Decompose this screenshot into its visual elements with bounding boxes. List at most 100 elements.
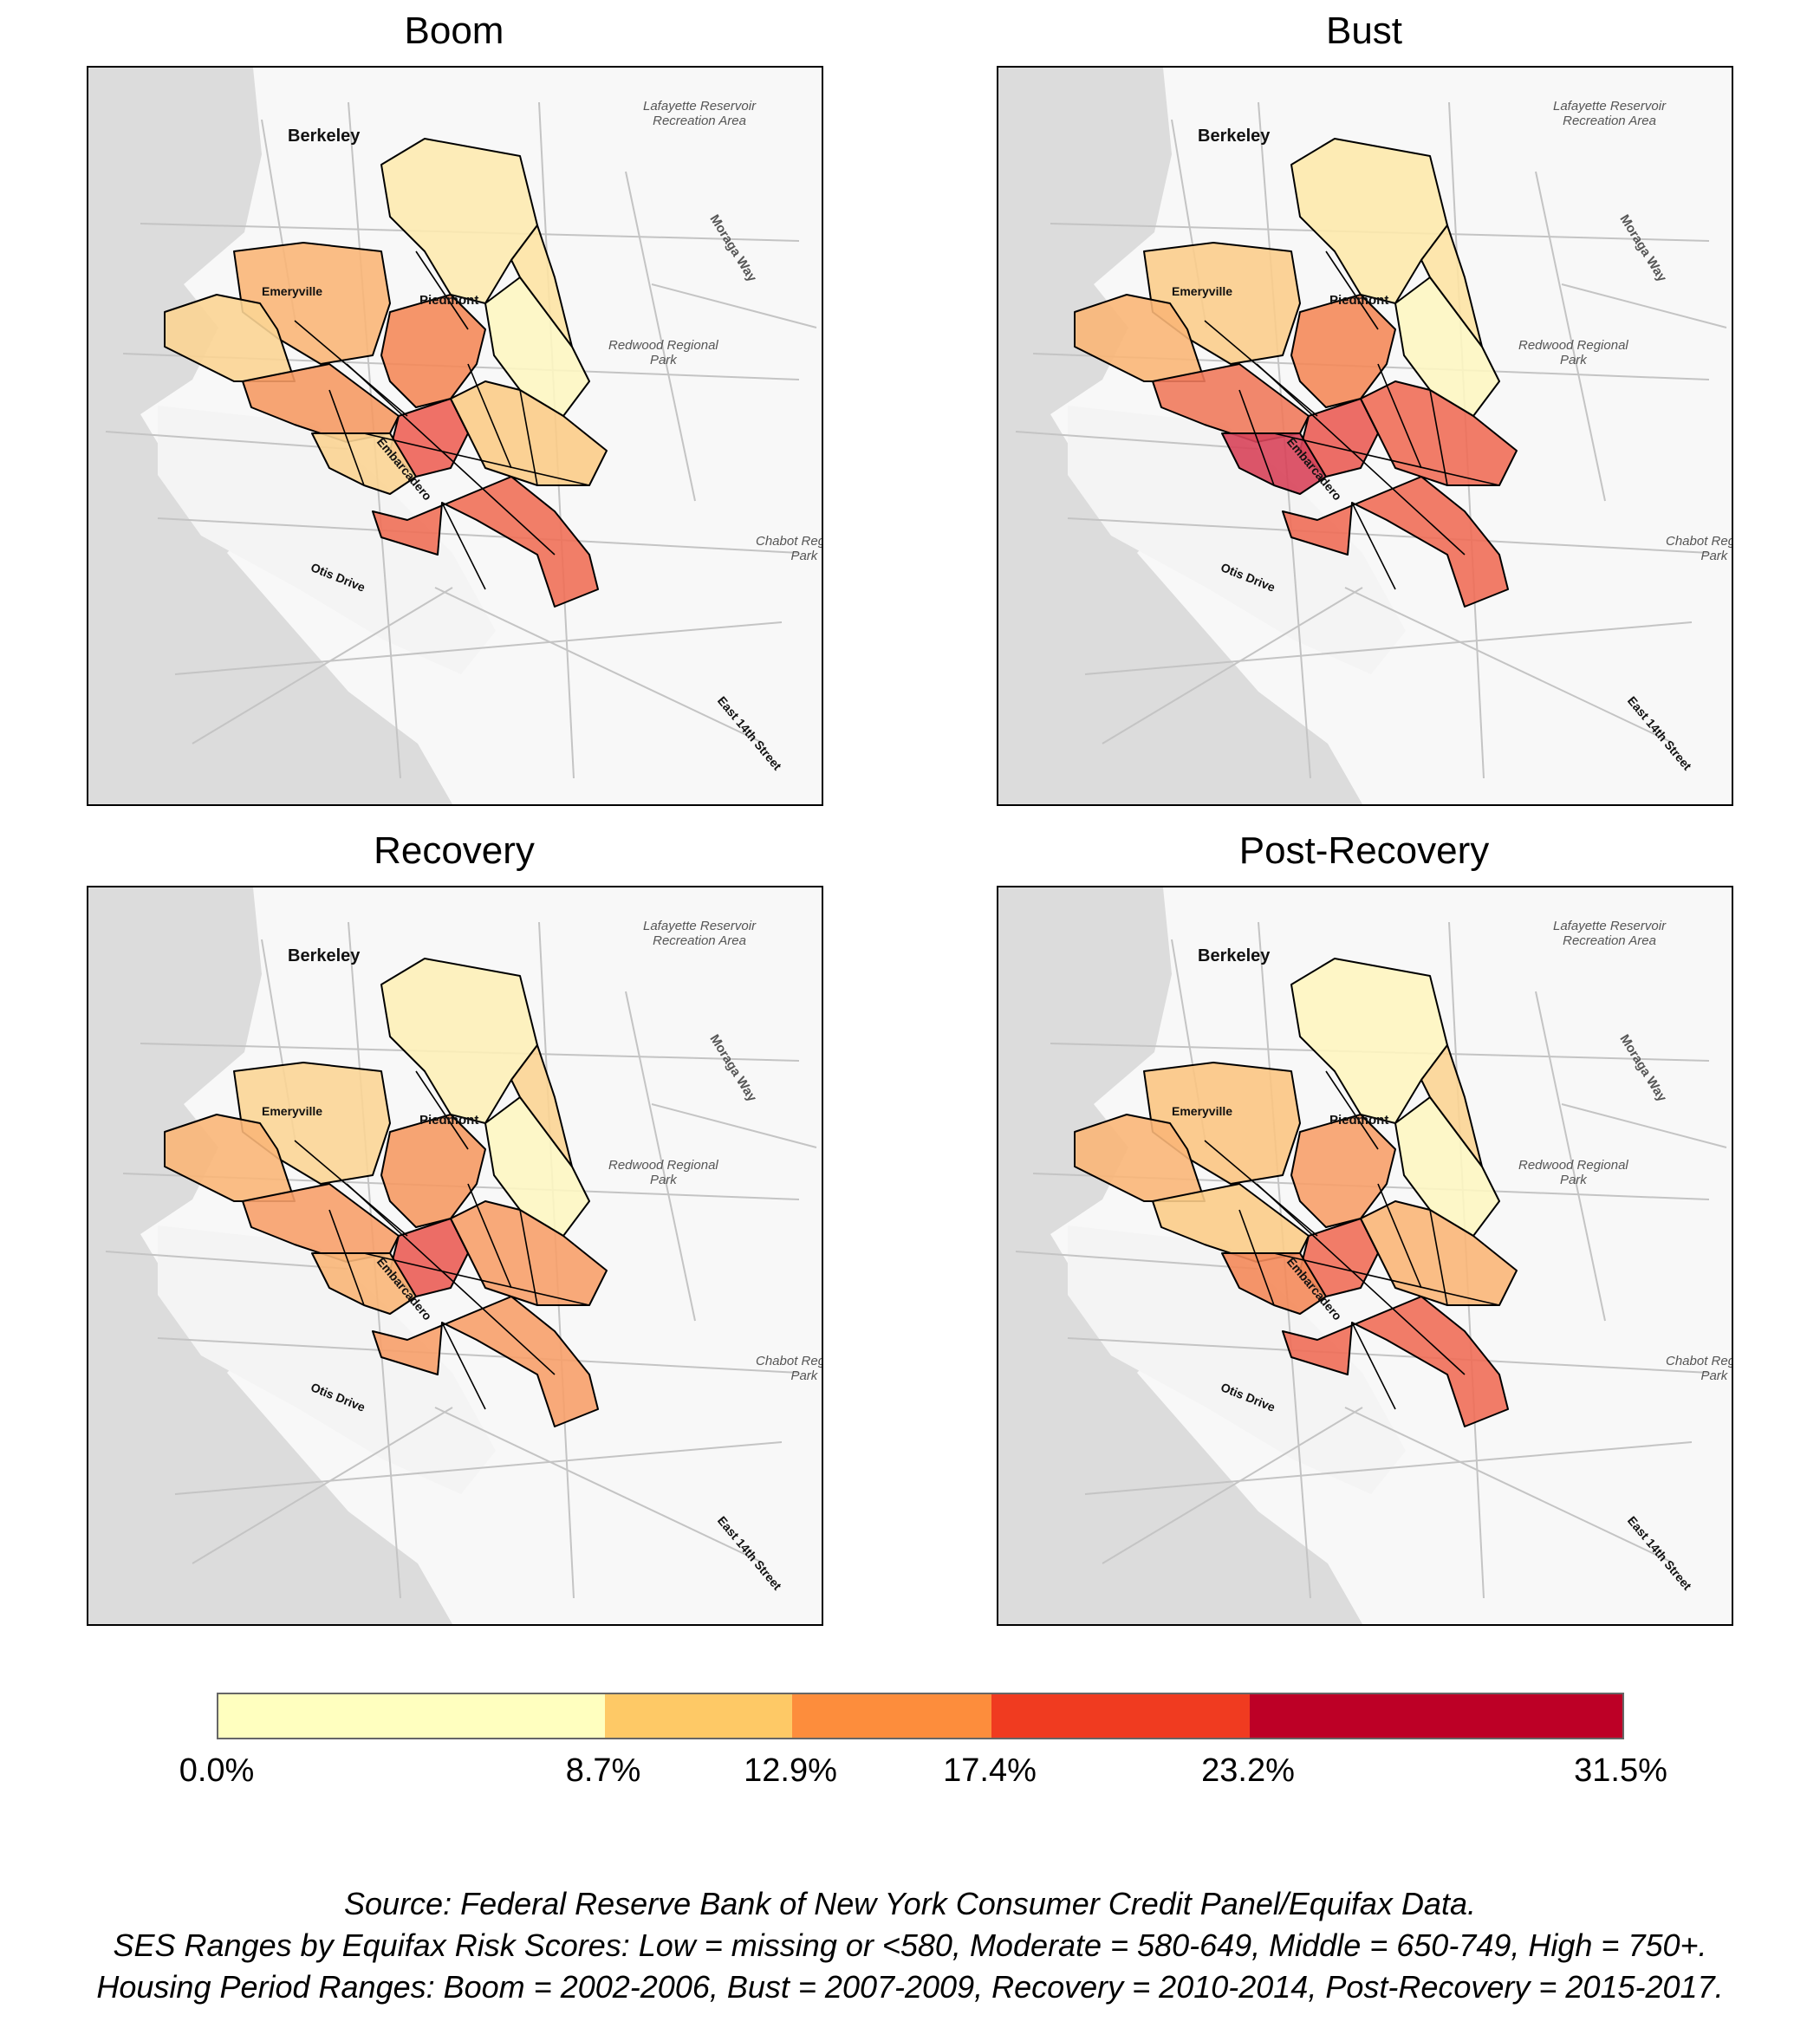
tract-boundary <box>1351 1322 1396 1410</box>
map-label-lafayette: Lafayette Reservoir Recreation Area <box>643 919 757 948</box>
tract-region <box>311 1252 417 1315</box>
map-svg <box>1015 887 1732 1624</box>
legend-tick: 23.2% <box>1201 1752 1295 1789</box>
tract-region <box>1282 476 1509 608</box>
legend-tick: 31.5% <box>1574 1752 1667 1789</box>
street-line <box>625 991 696 1322</box>
street-line <box>192 587 453 744</box>
tract-boundary <box>346 1183 556 1375</box>
street-line <box>1015 431 1259 450</box>
map-label-piedmont: Piedmont <box>419 1113 479 1128</box>
tract-boundary <box>1351 502 1396 590</box>
panel-title: Bust <box>1325 10 1403 52</box>
map-label-berkeley: Berkeley <box>1198 946 1271 965</box>
map-svg <box>1015 68 1732 804</box>
tract-boundary <box>1325 250 1379 330</box>
street-line <box>192 1407 453 1564</box>
tract-boundary <box>415 250 469 330</box>
tract-region <box>510 224 573 348</box>
legend-segment <box>218 1694 605 1738</box>
tract-boundary <box>363 1252 590 1306</box>
legend-segment <box>991 1694 1250 1738</box>
tract-region <box>1360 380 1518 486</box>
tract-region <box>1420 224 1483 348</box>
tract-region <box>510 1044 573 1167</box>
legend-segment <box>605 1694 792 1738</box>
tract-boundary <box>415 1070 469 1150</box>
choropleth-regions <box>164 958 608 1427</box>
tract-boundary <box>294 1140 408 1237</box>
panel-title: Recovery <box>374 829 535 872</box>
street-line <box>1015 1251 1259 1270</box>
map-svg <box>105 68 822 804</box>
tract-region <box>372 1296 599 1427</box>
map-label-redwood: Redwood Regional Park <box>608 338 718 367</box>
map-label-lafayette: Lafayette Reservoir Recreation Area <box>1553 919 1667 948</box>
map-label-emeryville: Emeryville <box>262 284 323 298</box>
tract-boundary <box>346 363 556 556</box>
tract-boundary <box>1256 1183 1466 1375</box>
choropleth-regions <box>164 138 608 608</box>
tract-boundary <box>1377 1183 1422 1289</box>
tract-region <box>311 432 417 495</box>
tract-boundary <box>1325 1070 1379 1150</box>
housing-period-note: Housing Period Ranges: Boom = 2002-2006,… <box>96 1969 1724 2005</box>
map-label-emeryville: Emeryville <box>1172 284 1233 298</box>
street-line <box>651 283 817 328</box>
map-label-lafayette: Lafayette Reservoir Recreation Area <box>1553 99 1667 128</box>
street-line <box>174 621 783 675</box>
map-svg <box>105 887 822 1624</box>
map-frame: Berkeley Piedmont Lafayette Reservoir Recr… <box>87 66 823 806</box>
source-note: Source: Federal Reserve Bank of New York… <box>344 1886 1476 1921</box>
tract-boundary <box>467 363 512 469</box>
street-line <box>157 1337 800 1374</box>
map-label-cabot: Chabot Regional Park <box>1666 534 1732 563</box>
panel-title: Boom <box>404 10 504 52</box>
street-line <box>174 1441 783 1495</box>
tract-boundary <box>1377 363 1422 469</box>
island-area <box>158 1225 496 1494</box>
legend-tick: 17.4% <box>943 1752 1037 1789</box>
tract-region <box>1221 432 1327 495</box>
tract-boundary <box>328 1209 365 1306</box>
street-line <box>1102 587 1363 744</box>
tract-region <box>372 476 599 608</box>
street-line <box>1084 1441 1693 1495</box>
street-line <box>651 1103 817 1148</box>
tract-boundary <box>1204 1140 1318 1237</box>
street-line <box>1102 1407 1363 1564</box>
street-line <box>105 1251 349 1270</box>
panel-title: Post-Recovery <box>1238 829 1490 872</box>
map-label-lafayette: Lafayette Reservoir Recreation Area <box>643 99 757 128</box>
tract-region <box>1420 1044 1483 1167</box>
choropleth-regions <box>1074 958 1518 1427</box>
street-line <box>1344 1407 1675 1564</box>
street-line <box>1067 517 1710 554</box>
island-area <box>158 406 496 674</box>
tract-boundary <box>441 1322 486 1410</box>
tract-boundary <box>441 502 486 590</box>
tract-boundary <box>1256 363 1466 556</box>
tract-region <box>1282 1296 1509 1427</box>
map-label-cabot: Chabot Regional Park <box>756 1354 822 1383</box>
legend-tick: 12.9% <box>744 1752 837 1789</box>
map-label-berkeley: Berkeley <box>288 127 361 146</box>
map-label-berkeley: Berkeley <box>288 946 361 965</box>
tract-region <box>450 1200 608 1306</box>
street-line <box>434 1407 765 1564</box>
street-line <box>1535 171 1606 502</box>
choropleth-regions <box>1074 138 1518 608</box>
map-label-piedmont: Piedmont <box>1329 1113 1389 1128</box>
street-line <box>625 171 696 502</box>
street-line <box>157 517 800 554</box>
street-line <box>105 431 349 450</box>
street-line <box>1561 283 1727 328</box>
tract-boundary <box>1238 1209 1275 1306</box>
tract-boundary <box>1238 389 1275 486</box>
map-label-berkeley: Berkeley <box>1198 127 1271 146</box>
tract-boundary <box>294 320 408 417</box>
map-label-cabot: Chabot Regional Park <box>1666 1354 1732 1383</box>
tract-boundary <box>1273 432 1500 486</box>
tract-region <box>1290 138 1448 304</box>
tract-boundary <box>519 389 538 486</box>
